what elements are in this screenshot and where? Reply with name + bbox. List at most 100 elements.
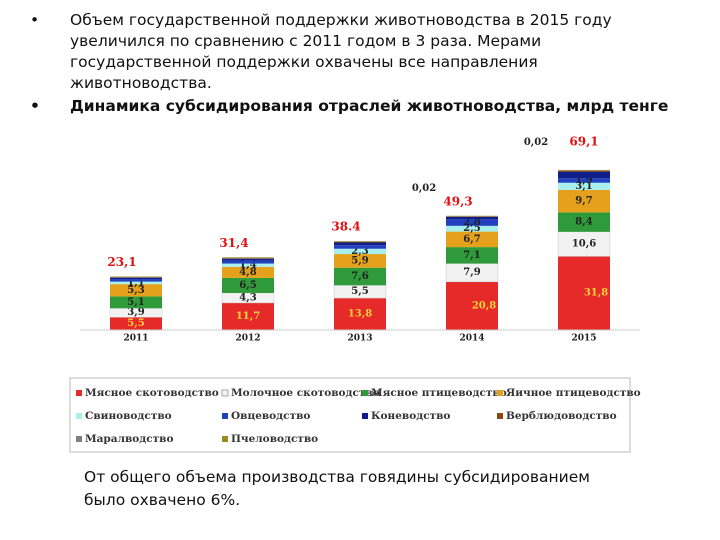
bar-segment (334, 248, 386, 255)
bar-segment (222, 258, 274, 261)
value-label: 11,7 (236, 311, 260, 322)
x-tick-label: 2015 (571, 334, 596, 344)
bar-segment (558, 171, 610, 179)
note: От общего объема производства говядины с… (84, 468, 590, 509)
value-label: 7,1 (463, 250, 480, 261)
bar-segment (446, 225, 498, 232)
value-label: 1,9 (575, 175, 592, 186)
bar-segment (446, 281, 498, 330)
legend-swatch (222, 413, 228, 419)
legend-label: Мясное скотоводство (85, 387, 219, 399)
total-label: 38.4 (331, 220, 360, 234)
value-label: 6,7 (463, 234, 480, 245)
bullet-list: Объем государственной поддержки животнов… (30, 10, 680, 119)
legend-label: Молочное скотоводство (231, 387, 380, 399)
value-label: 3,1 (575, 181, 592, 192)
value-label: 3,9 (127, 307, 144, 318)
legend-swatch (497, 390, 503, 396)
value-label: 4,3 (239, 292, 256, 303)
value-label: 20,8 (472, 300, 496, 311)
bar-segment (558, 256, 610, 330)
legend-label: Маралводство (85, 433, 173, 445)
total-label: 49,3 (443, 194, 472, 208)
x-tick-label: 2012 (235, 334, 260, 344)
bar-segment (110, 279, 162, 282)
value-label: 0,02 (412, 183, 436, 194)
value-label: 0,02 (524, 137, 548, 148)
bar-segment (222, 277, 274, 293)
legend-swatch (362, 413, 368, 419)
x-tick-label: 2011 (123, 334, 148, 344)
bar-segment (334, 245, 386, 249)
legend-swatch (362, 390, 368, 396)
bar-segment (446, 219, 498, 226)
value-label: 5,5 (351, 286, 368, 297)
legend-label: Коневодство (371, 410, 450, 422)
bar-segment (446, 216, 498, 220)
legend-label: Свиноводство (85, 410, 172, 422)
value-label: 9,7 (575, 196, 592, 207)
bar-segment (110, 284, 162, 297)
value-label: 2,5 (463, 223, 480, 234)
legend-label: Мясное птицеводство (371, 387, 507, 399)
legend-label: Овцеводство (231, 410, 310, 422)
bar-segment (334, 298, 386, 330)
bar-segment (222, 257, 274, 258)
bar-segment (110, 317, 162, 330)
x-tick-label: 2014 (459, 334, 484, 344)
value-label: 4,8 (239, 267, 256, 278)
bar-segment (334, 242, 386, 246)
bar-segment (558, 182, 610, 190)
value-label: 5,1 (127, 297, 144, 308)
value-label: 7,6 (351, 271, 368, 282)
value-label: 1,4 (239, 260, 256, 271)
bar-segment (558, 178, 610, 183)
bar-segment (558, 212, 610, 232)
bar-segment (222, 263, 274, 267)
bar-segment (110, 277, 162, 280)
value-label: 31,8 (584, 288, 608, 299)
value-label: 7,9 (463, 267, 480, 278)
total-label: 69,1 (569, 135, 598, 149)
legend-label: Верблюдоводство (506, 410, 617, 422)
value-label: 5,9 (351, 255, 368, 266)
legend-label: Пчеловодство (231, 433, 318, 445)
bar-segment (222, 260, 274, 264)
value-label: 1,1 (127, 277, 144, 288)
value-label: 6,5 (239, 280, 256, 291)
legend-frame (69, 377, 631, 453)
legend-swatch (497, 413, 503, 419)
total-label: 23,1 (107, 255, 136, 269)
bar-segment (222, 266, 274, 278)
legend-label: Яичное птицеводство (506, 387, 641, 399)
legend-swatch (221, 389, 229, 397)
value-label: 8,4 (575, 217, 592, 228)
bar-segment (110, 281, 162, 285)
bullet: Объем государственной поддержки животнов… (30, 10, 680, 94)
value-label: 5,5 (127, 318, 144, 329)
bar-segment (446, 247, 498, 264)
value-label: 2,8 (463, 217, 480, 228)
bar-segment (558, 169, 610, 171)
legend-swatch (76, 413, 82, 419)
bar-segment (557, 231, 611, 257)
bar-segment (334, 241, 386, 243)
legend-swatch (76, 390, 82, 396)
total-label: 31,4 (219, 236, 248, 250)
bar-segment (334, 254, 386, 268)
x-tick-label: 2013 (347, 334, 372, 344)
bar-segment (334, 267, 386, 286)
bullet: Динамика субсидирования отраслей животно… (30, 96, 680, 117)
value-label: 10,6 (572, 239, 596, 250)
value-label: 2,3 (351, 246, 368, 257)
bar-segment (222, 302, 274, 330)
legend-swatch (222, 436, 228, 442)
bar-segment (558, 189, 610, 213)
bar-segment (558, 170, 610, 172)
bar-segment (110, 296, 162, 309)
value-label: 13,8 (348, 309, 372, 320)
bar-segment (446, 231, 498, 248)
legend-swatch (76, 436, 82, 442)
